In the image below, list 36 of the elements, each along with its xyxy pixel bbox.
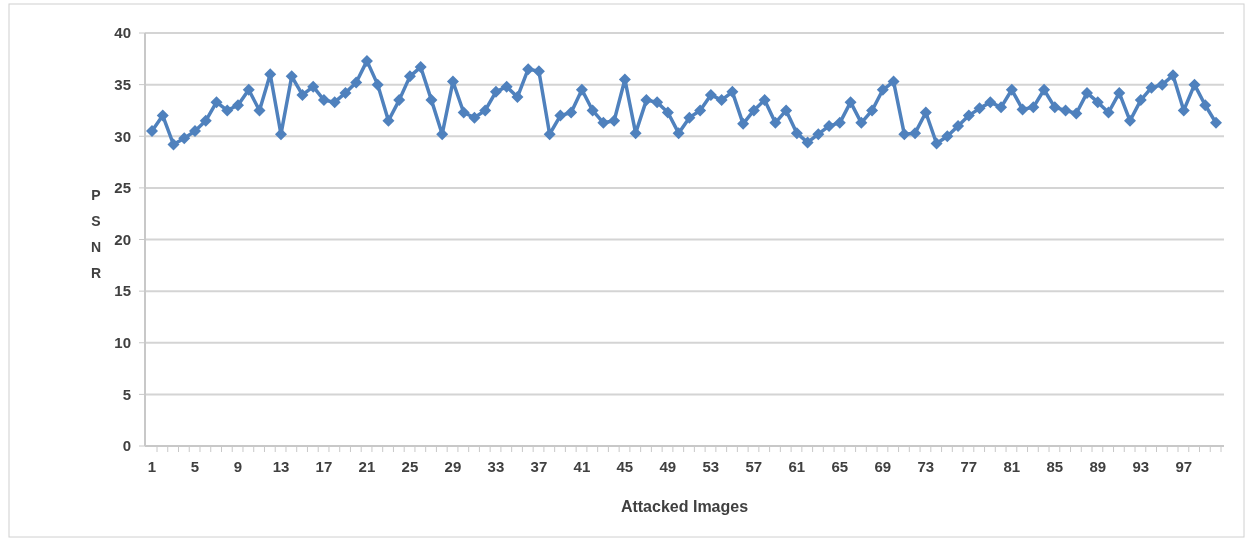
x-tick-label: 81 [1003,458,1021,475]
x-tick-label: 53 [702,458,720,475]
x-tick-label: 65 [831,458,849,475]
y-tick-label: 40 [114,24,131,42]
y-tick-label: 10 [114,334,131,351]
x-tick-label: 89 [1089,458,1107,475]
x-tick-label: 41 [573,458,591,475]
x-tick-label: 85 [1046,458,1064,475]
x-tick-label: 17 [315,458,333,475]
x-tick-label: 37 [530,458,548,475]
y-tick-label: 30 [114,127,131,145]
y-tick-label: 25 [114,179,131,197]
x-tick-label: 57 [745,458,763,475]
y-tick-label: 0 [122,437,131,455]
x-tick-label: 49 [659,458,677,475]
x-tick-label: 45 [616,458,634,475]
x-tick-label: 29 [444,458,462,475]
y-tick-label: 35 [114,75,131,93]
x-tick-label: 69 [874,458,892,475]
x-tick-label: 93 [1132,458,1150,475]
x-tick-label: 73 [917,458,935,475]
x-tick-label: 97 [1175,458,1193,475]
x-tick-label: 25 [401,458,419,475]
x-tick-label: 9 [233,458,243,475]
x-tick-label: 77 [960,458,978,475]
y-tick-label: 20 [114,230,131,248]
x-tick-label: 5 [190,458,200,475]
x-axis-title: Attacked Images [620,498,749,515]
x-tick-label: 61 [788,458,806,475]
y-tick-label: 5 [122,385,131,403]
y-tick-label: 15 [114,282,131,300]
y-axis-title: PSNR [90,187,102,281]
x-tick-label: 21 [358,458,376,475]
x-tick-label: 1 [147,458,157,475]
x-tick-label: 13 [272,458,290,475]
x-tick-label: 33 [487,458,505,475]
